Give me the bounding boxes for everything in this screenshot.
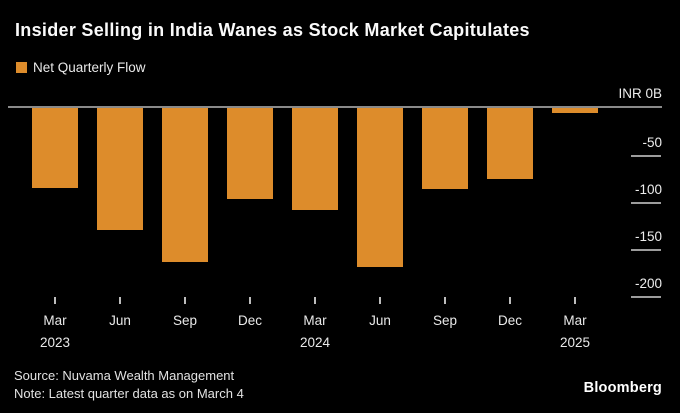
x-axis-tick [444,297,446,304]
x-axis-label-jun-2023: Jun [109,313,131,328]
x-axis-tick [314,297,316,304]
bar-dec-2024 [487,108,533,179]
bar-dec-2023 [227,108,273,199]
bar-mar-2023 [32,108,78,188]
bar-sep-2023 [162,108,208,262]
y-axis-tick-line [631,296,661,298]
source-text: Source: Nuvama Wealth Management [14,368,235,383]
x-axis-tick [184,297,186,304]
x-axis-tick [119,297,121,304]
y-axis-label-inr-0b: INR 0B [618,86,662,101]
bar-sep-2024 [422,108,468,189]
legend-swatch-icon [16,62,27,73]
y-axis-tick-line [631,249,661,251]
x-axis-label-mar-2024: Mar [303,313,327,328]
x-axis-tick [379,297,381,304]
y-axis-label--100: -100 [634,182,662,197]
chart-title: Insider Selling in India Wanes as Stock … [15,20,530,40]
y-axis-label--150: -150 [634,229,662,244]
x-axis-year-label-2024: 2024 [299,335,331,350]
x-axis-tick [574,297,576,304]
zero-baseline [8,106,662,108]
legend: Net Quarterly Flow [16,60,146,75]
x-axis-label-mar-2023: Mar [43,313,67,328]
x-axis-label-jun-2024: Jun [369,313,391,328]
x-axis-year-label-2023: 2023 [39,335,71,350]
bar-mar-2024 [292,108,338,210]
x-axis-tick [249,297,251,304]
bar-jun-2024 [357,108,403,267]
x-axis-year-label-2025: 2025 [559,335,591,350]
x-axis-label-dec-2024: Dec [497,313,522,328]
x-axis-label-sep-2023: Sep [172,313,198,328]
note-text: Note: Latest quarter data as on March 4 [14,386,244,401]
legend-label: Net Quarterly Flow [33,60,146,75]
x-axis-tick [54,297,56,304]
y-axis-tick-line [631,202,661,204]
x-axis-label-mar-2025: Mar [563,313,587,328]
x-axis-label-sep-2024: Sep [432,313,458,328]
bloomberg-logo: Bloomberg [583,380,662,396]
x-axis-label-dec-2023: Dec [237,313,262,328]
y-axis-label--50: -50 [642,135,662,150]
bar-jun-2023 [97,108,143,230]
x-axis-tick [509,297,511,304]
bar-mar-2025 [552,108,598,113]
y-axis-label--200: -200 [634,276,662,291]
y-axis-tick-line [631,155,661,157]
